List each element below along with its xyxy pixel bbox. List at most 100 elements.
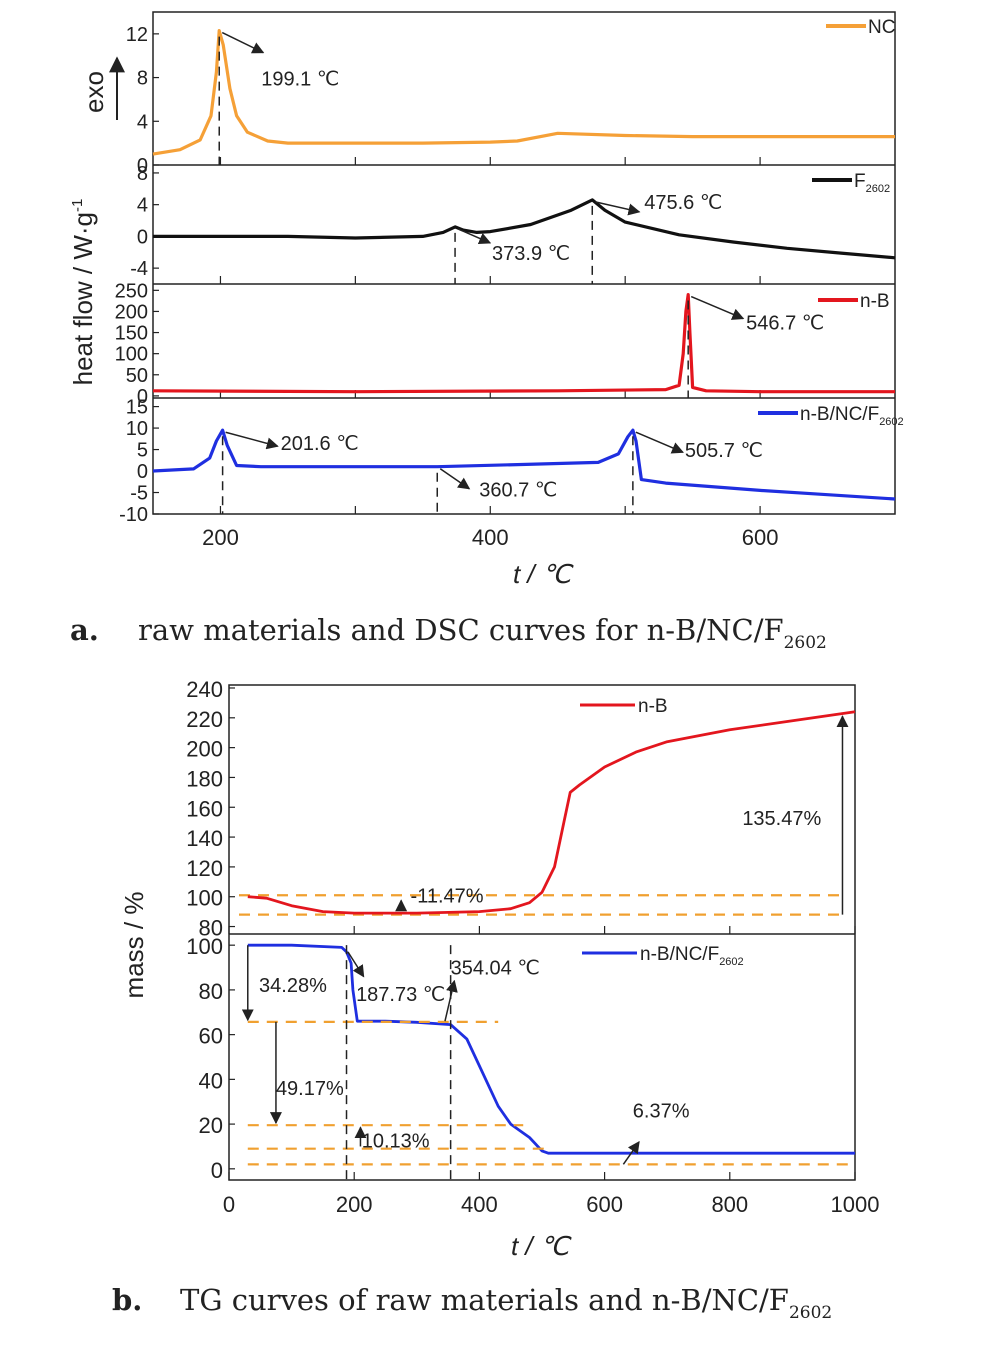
dsc-y-tick-label: 250 (115, 280, 148, 302)
dsc-y-tick-label: -5 (130, 483, 148, 505)
legend-entry: F2602 (854, 171, 890, 195)
tg-y-tick-label: 60 (199, 1024, 223, 1049)
series-line (247, 943, 855, 1155)
annotation-label: 135.47% (742, 808, 821, 830)
tg-panel-1: 0 20 40 60 80 100 34.28% 187.73 ℃ 354.04 ℃ 49.17%… (186, 934, 856, 1183)
dsc-y-tick-label: 0 (137, 226, 148, 248)
series-line (152, 428, 896, 501)
tg-y-tick-label: 160 (186, 796, 223, 821)
series-line (152, 29, 895, 156)
dsc-y-tick-label: 0 (137, 386, 148, 408)
tg-y-tick-label: 100 (186, 934, 223, 959)
series-line (153, 198, 896, 260)
dsc-x-tick-label: 400 (472, 525, 509, 550)
tg-x-tick-label: 800 (711, 1192, 748, 1217)
dsc-y-tick-label: 4 (137, 111, 148, 133)
tg-frame (228, 684, 856, 1181)
annotation-arrow (635, 431, 684, 454)
tg-chart: 80100120140160180200220240-11.47%135.47%… (119, 677, 879, 1261)
tg-x-ticks: 0 200 400 600 800 1000 (223, 1192, 880, 1217)
dsc-panel-1: -4 0 4 8 F2602 373.9 ℃ 475.6 ℃ (130, 163, 896, 284)
dsc-y-tick-label: 5 (137, 440, 148, 462)
tg-panel-0: 80 100 120 140 160 180 200 220 240 -11.47% 135.47%… (186, 677, 856, 941)
dsc-y-tick-label: 100 (115, 344, 148, 366)
tg-y-tick-label: 140 (186, 826, 223, 851)
annotation-label: 34.28% (259, 975, 327, 997)
tg-x-tick-label: 200 (336, 1192, 373, 1217)
tg-y-tick-label: 220 (186, 707, 223, 732)
annotation-label: 546.7 ℃ (746, 313, 824, 335)
legend-entry: n-B (638, 696, 668, 717)
dsc-y-tick-label: 50 (126, 365, 148, 387)
dsc-x-axis-label: t / ℃ (513, 559, 574, 589)
annotation-label: 199.1 ℃ (261, 69, 339, 91)
tg-x-tick-label: 0 (223, 1192, 235, 1217)
annotation-arrow (622, 1140, 640, 1165)
annotation-arrow (690, 295, 745, 320)
tg-x-axis-label: t / ℃ (511, 1231, 572, 1261)
annotation-label: 360.7 ℃ (479, 480, 557, 502)
annotation-arrow (439, 468, 471, 490)
legend-entry: n-B/NC/F2602 (640, 944, 744, 968)
annotation-label: 201.6 ℃ (281, 433, 359, 455)
dsc-y-tick-label: 8 (137, 163, 148, 185)
annotation-label: 6.37% (633, 1100, 690, 1122)
tg-y-axis-label: mass / % (119, 892, 149, 999)
annotation-arrow (595, 201, 641, 216)
series-line (247, 710, 856, 915)
tg-y-tick-label: 180 (186, 766, 223, 791)
series-line (152, 293, 895, 394)
dsc-y-tick-label: 4 (137, 195, 148, 217)
caption-a-text: raw materials and DSC curves for n-B/NC/… (138, 613, 827, 653)
annotation-arrow (221, 31, 265, 54)
tg-x-tick-label: 600 (586, 1192, 623, 1217)
annotation-label: 10.13% (362, 1131, 430, 1153)
dsc-y-tick-label: 200 (115, 301, 148, 323)
legend-entry: n-B (860, 291, 890, 312)
tg-x-tick-label: 1000 (831, 1192, 880, 1217)
annotation-arrow (347, 951, 365, 978)
dsc-panel-0: 0 4 8 12 NC 199.1 ℃ (126, 17, 896, 177)
tg-y-tick-label: 80 (199, 916, 223, 941)
annotation-arrow (444, 979, 458, 1022)
dsc-y-tick-label: -4 (130, 258, 148, 280)
dsc-y-tick-label: 0 (137, 461, 148, 483)
dsc-y-axis-label: heat flow / W·g-1 (68, 199, 98, 386)
tg-y-tick-label: 0 (211, 1158, 223, 1183)
annotation-arrow (457, 228, 492, 245)
annotation-label: 475.6 ℃ (644, 192, 722, 214)
dsc-y-tick-label: -10 (119, 504, 148, 526)
tg-y-tick-label: 240 (186, 677, 223, 702)
tg-y-tick-label: 20 (199, 1113, 223, 1138)
caption-a: a. raw materials and DSC curves for n-B/… (70, 613, 827, 653)
tg-y-tick-label: 80 (199, 979, 223, 1004)
tg-y-tick-label: 40 (199, 1068, 223, 1093)
legend-entry: n-B/NC/F2602 (800, 404, 904, 428)
tg-panels: 80100120140160180200220240-11.47%135.47%… (186, 677, 856, 1183)
dsc-y-tick-label: 8 (137, 68, 148, 90)
tg-y-tick-label: 100 (186, 886, 223, 911)
dsc-y-tick-label: 0 (137, 155, 148, 177)
caption-a-label: a. (70, 613, 99, 647)
dsc-x-ticks: 200 400 600 (202, 525, 778, 550)
dsc-y-tick-label: 150 (115, 323, 148, 345)
dsc-y-tick-label: 15 (126, 397, 148, 419)
annotation-label: 49.17% (276, 1078, 344, 1100)
legend-entry: NC (868, 17, 895, 38)
dsc-y-tick-label: 12 (126, 24, 148, 46)
tg-x-tick-label: 400 (461, 1192, 498, 1217)
annotation-label: 187.73 ℃ (356, 984, 445, 1006)
annotation-label: 505.7 ℃ (685, 440, 763, 462)
caption-b-text: TG curves of raw materials and n-B/NC/F2… (180, 1283, 832, 1323)
annotation-arrow (225, 431, 279, 450)
dsc-y-tick-label: 10 (126, 418, 148, 440)
dsc-exo-label: exo (79, 71, 109, 113)
annotation-label: 354.04 ℃ (451, 957, 540, 979)
dsc-x-tick-label: 600 (742, 525, 779, 550)
caption-b: b. TG curves of raw materials and n-B/NC… (112, 1283, 832, 1323)
